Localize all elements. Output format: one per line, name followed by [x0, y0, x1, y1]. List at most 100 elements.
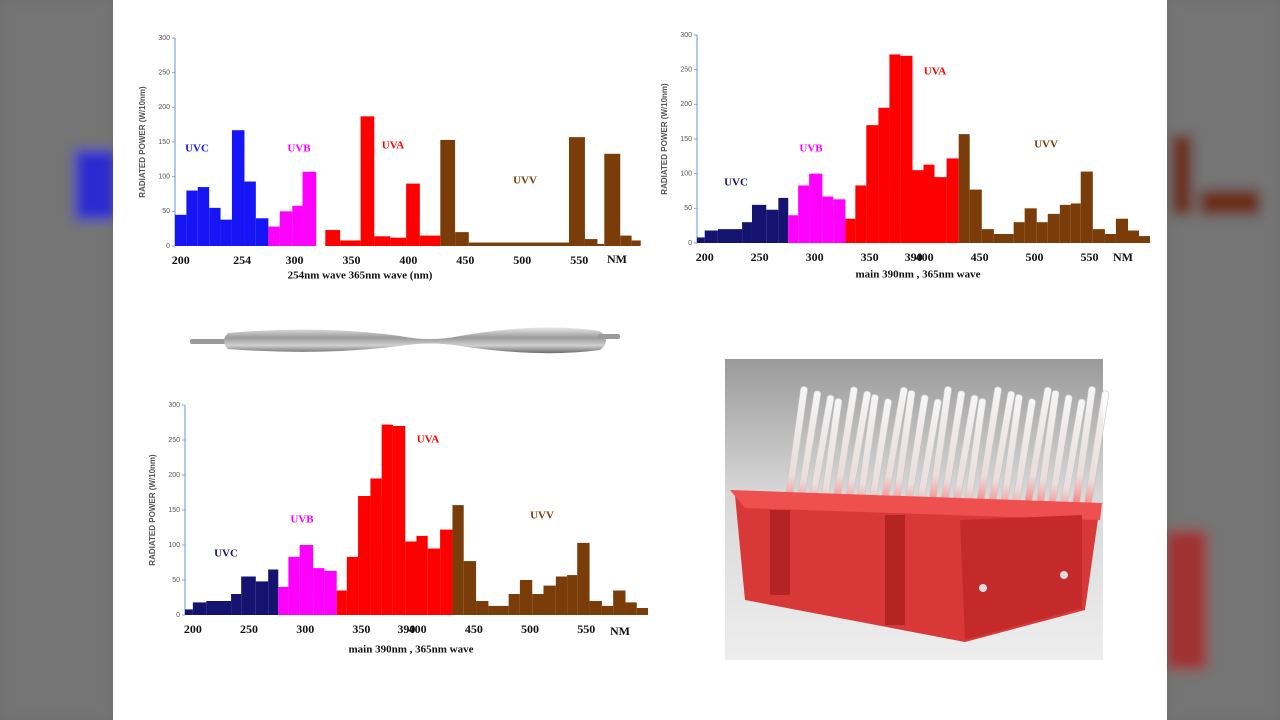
tubes: [784, 386, 1110, 518]
bar: [613, 590, 626, 615]
region-label: UVV: [1034, 139, 1058, 151]
x-tick-label: 250: [240, 622, 258, 636]
bar: [589, 601, 602, 615]
bar: [597, 243, 605, 246]
bar: [346, 556, 359, 615]
bar: [601, 605, 614, 615]
lamp-image: [190, 327, 620, 354]
y-tick-label: 50: [162, 208, 170, 215]
y-tick-label: 100: [168, 542, 180, 549]
y-tick-label: 100: [158, 174, 170, 181]
product-photo: [725, 359, 1110, 660]
bar: [370, 478, 382, 615]
x-tick-label: 550: [570, 253, 588, 267]
bar: [405, 541, 417, 615]
y-tick-label: 200: [158, 104, 170, 111]
bar: [255, 218, 269, 246]
bar: [889, 54, 901, 244]
x-tick-label: 350: [342, 253, 360, 267]
bar: [340, 240, 361, 246]
bar: [1047, 213, 1060, 243]
x-tick-label: 550: [577, 622, 595, 636]
y-tick-label: 0: [166, 243, 170, 250]
x-tick-label: 350: [861, 250, 879, 264]
y-tick-label: 200: [680, 101, 692, 108]
bar: [313, 568, 325, 615]
x-unit-label: NM: [1113, 250, 1133, 264]
x-tick-label: 390: [397, 622, 415, 636]
bar: [244, 181, 256, 246]
bar: [1070, 203, 1081, 243]
y-tick-label: 0: [176, 612, 180, 619]
bar: [468, 242, 569, 246]
region-label: UVA: [417, 434, 439, 446]
bar: [969, 189, 982, 243]
region-label: UVB: [290, 514, 314, 526]
bar: [279, 211, 293, 246]
bar: [981, 229, 994, 243]
bar: [751, 204, 767, 243]
bar: [584, 239, 598, 246]
y-tick-label: 50: [684, 205, 692, 212]
bar: [255, 581, 269, 615]
bar: [360, 116, 375, 246]
y-axis-label: RADIATED POWER (W/10nm): [138, 86, 147, 198]
bar: [1092, 229, 1105, 243]
bar: [1013, 222, 1025, 243]
bar: [625, 602, 637, 615]
bar: [390, 237, 407, 246]
bar: [742, 222, 752, 243]
bar: [798, 185, 810, 243]
y-tick-label: 300: [680, 32, 692, 39]
bar: [636, 608, 648, 615]
y-tick-label: 250: [680, 67, 692, 74]
x-tick-label: 550: [1081, 250, 1099, 264]
bar: [604, 153, 621, 246]
bar: [268, 226, 280, 246]
bar: [620, 235, 632, 246]
bar: [855, 185, 867, 243]
bar: [406, 183, 420, 246]
bar: [440, 529, 453, 615]
spectrum-chart: 0 50 100 150 200 250 300 RADIATED POWER (W/10nm…: [148, 402, 648, 656]
bar: [488, 605, 509, 615]
bar: [231, 594, 242, 615]
bar: [900, 55, 913, 243]
bar: [302, 171, 317, 246]
y-tick-label: 300: [168, 402, 180, 409]
bar: [845, 218, 856, 243]
bar: [209, 207, 221, 246]
x-tick-label: 400: [916, 250, 934, 264]
bar: [958, 134, 970, 243]
y-tick-label: 100: [680, 171, 692, 178]
bar: [946, 158, 959, 243]
bar: [1115, 218, 1129, 243]
bar: [631, 240, 641, 246]
bar: [268, 569, 279, 615]
charts: 0 50 100 150 200 250 300 RADIATED POWER (W/10nm…: [138, 32, 1150, 656]
x-tick-label: 200: [184, 622, 202, 636]
bar: [463, 561, 477, 615]
bar: [532, 594, 544, 615]
y-tick-label: 0: [688, 240, 692, 247]
bar: [788, 215, 799, 243]
region-label: UVC: [185, 143, 209, 155]
bar: [822, 196, 834, 243]
x-unit-label: NM: [610, 624, 630, 638]
x-tick-label: 300: [296, 622, 314, 636]
region-label: UVA: [382, 140, 404, 152]
x-tick-label: 400: [399, 253, 417, 267]
region-label: UVV: [530, 510, 554, 522]
bar: [543, 585, 556, 615]
bar: [325, 230, 341, 246]
bar: [778, 197, 789, 243]
x-tick-label: 350: [352, 622, 370, 636]
bar: [766, 209, 779, 243]
spectrum-chart: 0 50 100 150 200 250 300 RADIATED POWER (W/10nm…: [660, 32, 1150, 281]
bar: [220, 219, 232, 246]
region-label: UVB: [799, 143, 823, 155]
bar: [392, 426, 406, 615]
x-tick-label: 250: [751, 250, 769, 264]
